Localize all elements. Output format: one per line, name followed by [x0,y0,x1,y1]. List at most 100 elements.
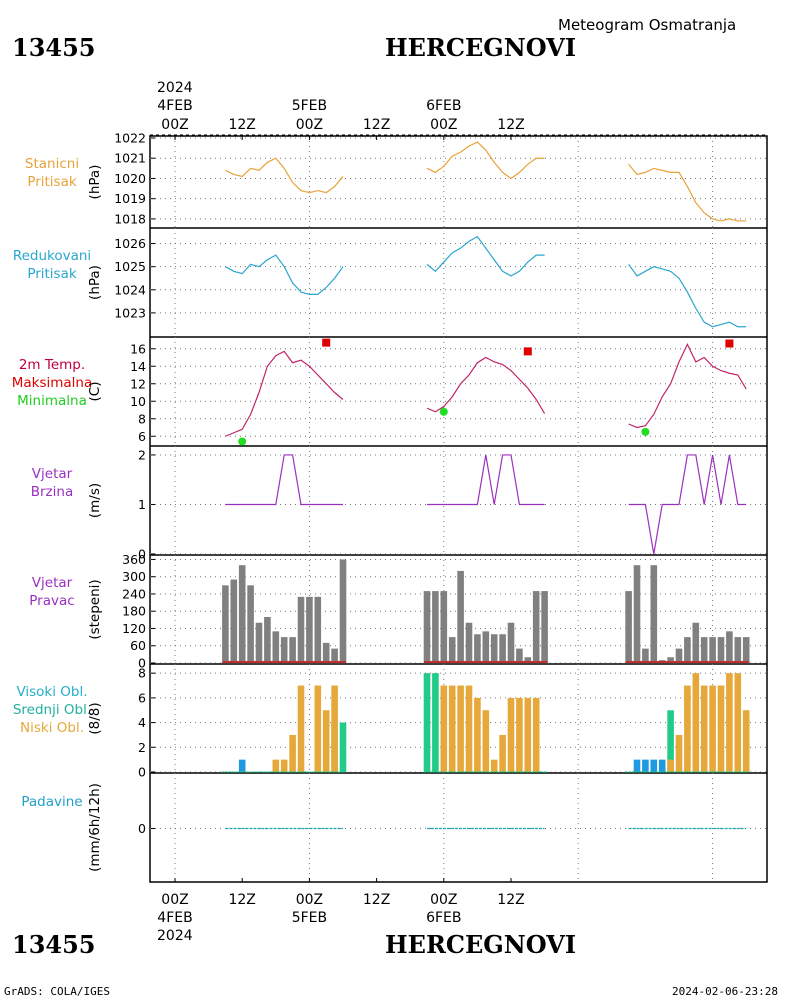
panel-unit: (C) [87,382,103,402]
wind-direction-bar [524,657,532,663]
wind-direction-bar [692,622,700,663]
wind-direction-bar [238,565,246,663]
station-name-top: HERCEGNOVI [385,33,576,62]
wind-direction-bar [667,657,674,663]
reduced-pressure-line [628,264,747,328]
low-cloud-bar [675,734,683,772]
wind-direction-bar [222,585,229,663]
panel-label: Brzina [31,484,73,500]
y-tick-label: 0 [138,547,146,562]
panel-label: Niski Obl. [20,720,84,736]
panel-unit: (stepeni) [87,579,103,639]
panel-label: Minimalna [17,393,87,409]
panel-unit: (8/8) [87,702,103,734]
y-tick-label: 1021 [114,151,146,166]
top-year: 2024 [157,80,193,96]
top-date-label: 5FEB [292,98,327,114]
high-cloud-bar [650,759,658,772]
low-cloud-bar [692,673,700,772]
low-cloud-bar [700,685,708,772]
wind-direction-bar [465,622,473,663]
y-tick-label: 240 [122,586,146,601]
y-tick-label: 1022 [114,131,146,146]
plot-frame [149,135,768,883]
top-tick-label: 12Z [497,117,524,133]
wind-direction-bar [474,634,481,663]
low-cloud-bar [499,734,506,772]
y-tick-label: 4 [138,715,146,730]
panel-unit: (m/s) [87,483,103,518]
wind-direction-bar [289,637,296,663]
low-cloud-bar [516,697,523,772]
tmax-marker [725,339,734,348]
wind-direction-bar [541,591,548,663]
panel-label: Visoki Obl. [16,684,87,700]
wind-direction-bar [331,648,338,663]
station-pressure-line [426,141,545,180]
y-tick-label: 8 [138,411,146,426]
low-cloud-bar [490,759,498,772]
wind-direction-bar [247,585,254,663]
y-tick-label: 1019 [114,191,146,206]
wind-direction-bar [482,631,490,663]
low-cloud-bar [448,685,456,772]
wind-direction-bar [675,648,683,663]
reduced-pressure-line [225,254,344,295]
low-cloud-bar [684,685,691,772]
bottom-tick-label: 00Z [296,892,323,908]
wind-direction-bar [633,565,641,663]
y-tick-label: 120 [122,621,146,636]
panel-label: Stanicni [25,156,79,172]
y-tick-label: 1026 [114,236,146,251]
bottom-date-label: 5FEB [292,910,327,926]
low-cloud-bar [726,673,733,772]
tmin-marker [439,407,448,416]
wind-direction-bar [734,637,742,663]
y-tick-label: 10 [130,394,146,409]
y-tick-label: 14 [130,359,146,374]
product-title: Meteogram Osmatranja [558,16,736,34]
low-cloud-bar [709,685,716,772]
footer-credit: GrADS: COLA/IGES [4,985,110,998]
temperature-line [628,342,747,429]
y-tick-label: 0 [138,821,146,836]
wind-direction-bar [264,616,271,663]
bottom-date-label: 4FEB [157,910,192,926]
low-cloud-bar [742,710,750,772]
low-cloud-bar [474,697,481,772]
wind-direction-bar [726,631,733,663]
y-tick-label: 12 [130,376,146,391]
station-name-bottom: HERCEGNOVI [385,930,576,959]
low-cloud-bar [524,697,532,772]
low-cloud-bar [457,685,464,772]
panel-label: Pravac [29,593,74,609]
bottom-tick-label: 12Z [363,892,390,908]
y-tick-label: 8 [138,666,146,681]
panel-unit: (hPa) [87,165,103,200]
wind-direction-bar [432,591,439,663]
wind-direction-bar [709,637,716,663]
top-tick-label: 12Z [363,117,390,133]
y-tick-label: 6 [138,690,146,705]
y-tick-label: 180 [122,604,146,619]
y-tick-label: 1018 [114,211,146,226]
high-cloud-bar [642,759,649,772]
wind-speed-line [427,454,545,506]
y-tick-label: 2 [138,447,146,462]
panel-label: Maksimalna [12,375,93,391]
temperature-line [426,356,546,414]
low-cloud-bar [532,697,540,772]
reduced-pressure-line [426,235,545,277]
y-tick-label: 0 [138,765,146,780]
low-cloud-bar [280,759,288,772]
wind-direction-bar [717,637,725,663]
top-date-label: 6FEB [426,98,461,114]
station-id-top: 13455 [12,33,96,62]
bottom-tick-label: 12Z [497,892,524,908]
y-tick-label: 2 [138,740,146,755]
wind-direction-bar [642,648,649,663]
station-pressure-line [628,163,747,222]
bottom-date-label: 6FEB [426,910,461,926]
station-id-bottom: 13455 [12,930,96,959]
